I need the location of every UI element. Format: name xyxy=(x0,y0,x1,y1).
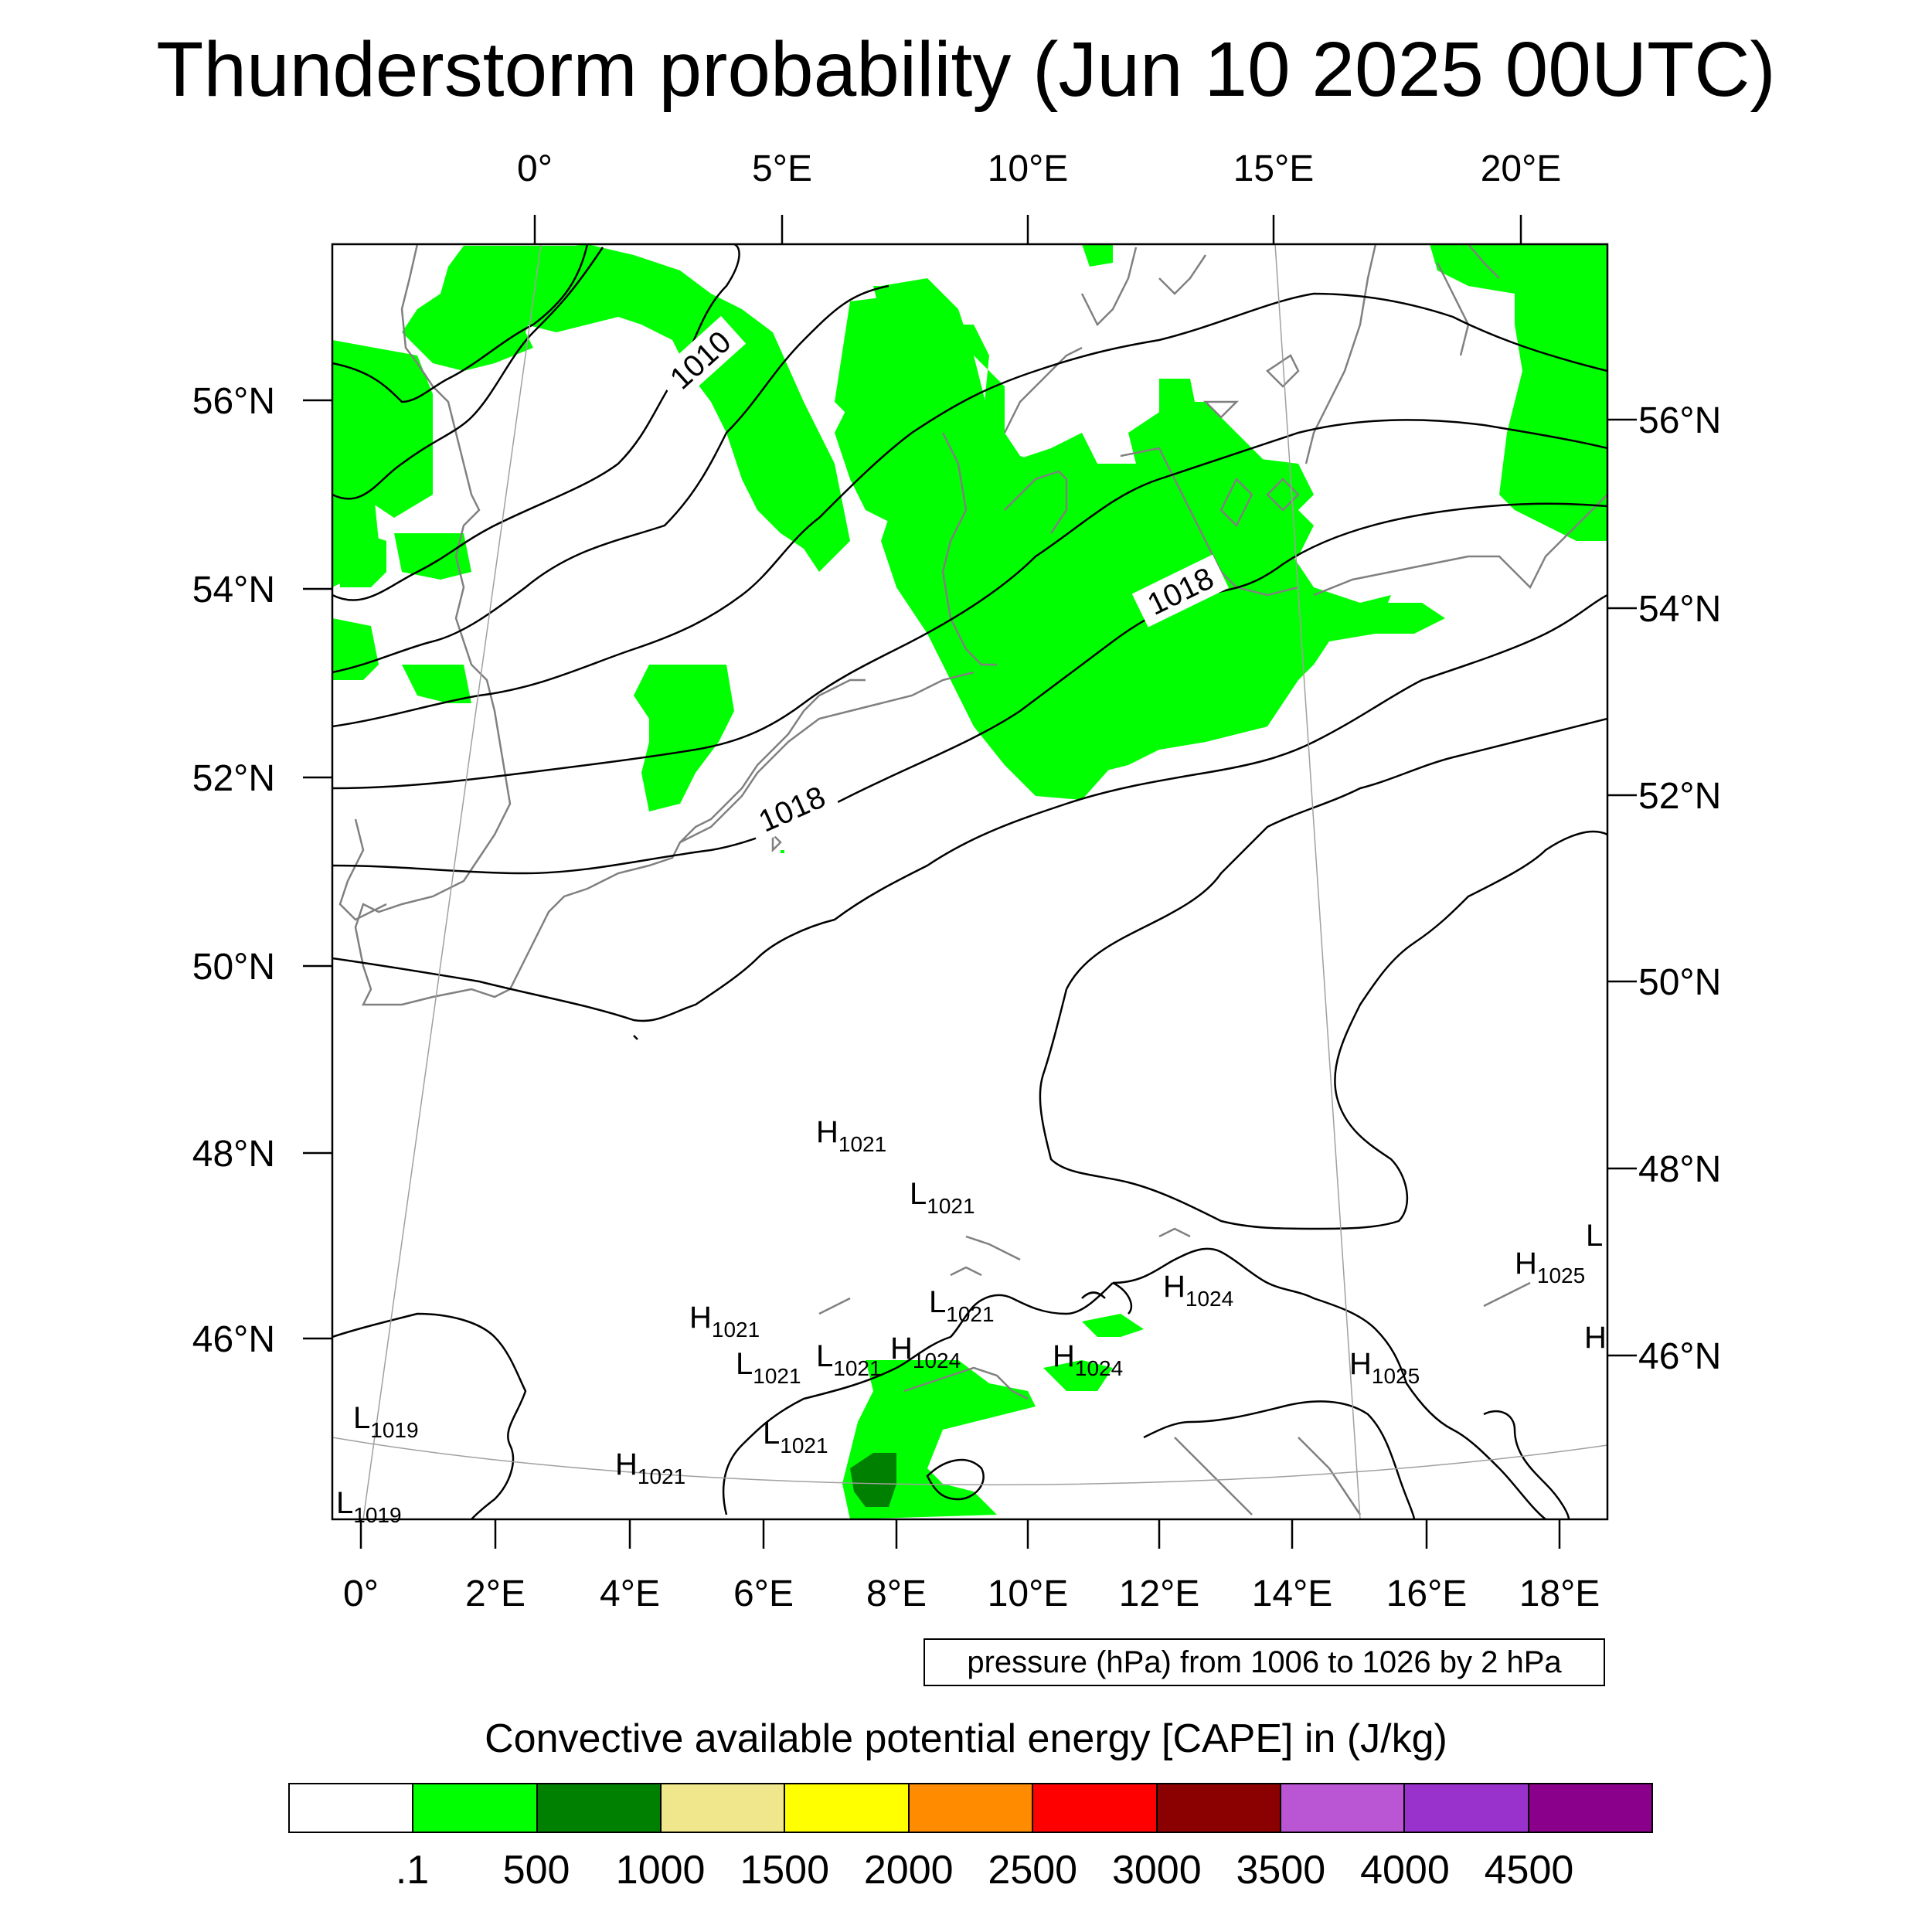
bottom-lon-labels: 0° 2°E 4°E 6°E 8°E 10°E 12°E 14°E 16°E 1… xyxy=(343,1573,1600,1614)
pressure-center: H1025 xyxy=(1515,1247,1585,1287)
colorbar-box xyxy=(1529,1784,1651,1832)
plot-frame xyxy=(331,243,1609,1521)
top-lon-label: 5°E xyxy=(752,148,812,189)
isobars xyxy=(332,244,1607,1519)
top-lon-label: 15°E xyxy=(1233,148,1315,189)
pressure-centers: H1021 L1021 H1021 L1021 L1021 H1024 L102… xyxy=(336,1115,1607,1527)
bottom-lon-label: 14°E xyxy=(1252,1573,1333,1614)
bottom-lon-label: 18°E xyxy=(1519,1573,1600,1614)
bottom-lon-label: 4°E xyxy=(600,1573,660,1614)
pressure-center: L1021 xyxy=(929,1285,995,1326)
colorbar-box xyxy=(1405,1784,1529,1832)
pressure-center: L1021 xyxy=(816,1339,882,1380)
pressure-center: H1024 xyxy=(1163,1270,1233,1311)
bottom-lon-label: 8°E xyxy=(866,1573,927,1614)
colorbar-box xyxy=(1281,1784,1406,1832)
bottom-lon-label: 6°E xyxy=(733,1573,794,1614)
colorbar-label: 1000 xyxy=(615,1848,706,1893)
top-lon-label: 0° xyxy=(517,148,553,189)
pressure-center: H1021 xyxy=(615,1447,685,1488)
pressure-center: L1021 xyxy=(910,1177,975,1218)
left-lat-label: 56°N xyxy=(192,381,275,422)
colorbar-box xyxy=(537,1784,662,1832)
bottom-lon-label: 10°E xyxy=(988,1573,1069,1614)
bottom-lon-label: 0° xyxy=(343,1573,379,1614)
top-lon-labels: 0° 5°E 10°E 15°E 20°E xyxy=(517,148,1561,189)
colorbar-box xyxy=(662,1784,786,1832)
colorbar-label: 2500 xyxy=(988,1848,1078,1893)
pressure-center: H1021 xyxy=(816,1115,886,1156)
colorbar-labels: .1 500 1000 1500 2000 2500 3000 3500 400… xyxy=(288,1843,1653,1897)
pressure-center: L xyxy=(1586,1219,1603,1253)
pressure-center: L1019 xyxy=(353,1401,419,1442)
colorbar-label: .1 xyxy=(395,1848,430,1893)
colorbar-title: Convective available potential energy [C… xyxy=(485,1716,1447,1761)
pressure-center: H xyxy=(1584,1321,1607,1355)
cape-fill-green xyxy=(332,244,1607,1519)
colorbar-label: 1500 xyxy=(740,1848,830,1893)
colorbar-box xyxy=(290,1784,414,1832)
colorbar-label: 4500 xyxy=(1484,1848,1574,1893)
right-lat-label: 46°N xyxy=(1638,1336,1721,1377)
colorbar-label: 2000 xyxy=(863,1848,954,1893)
pressure-center: H1024 xyxy=(1053,1339,1123,1380)
colorbar-label: 3500 xyxy=(1236,1848,1326,1893)
colorbar-label: 3000 xyxy=(1111,1848,1202,1893)
map-title: Thunderstorm probability (Jun 10 2025 00… xyxy=(156,26,1776,113)
colorbar-box xyxy=(785,1784,910,1832)
left-lat-label: 50°N xyxy=(192,947,275,988)
top-lon-label: 10°E xyxy=(988,148,1069,189)
right-lat-label: 48°N xyxy=(1638,1149,1721,1190)
pressure-center: H1025 xyxy=(1349,1347,1420,1388)
colorbar-box xyxy=(1157,1784,1281,1832)
pressure-center: L1021 xyxy=(736,1347,801,1388)
right-lat-label: 56°N xyxy=(1638,400,1721,441)
tick-marks xyxy=(303,215,1637,1549)
pressure-center: L1019 xyxy=(336,1486,402,1527)
top-lon-label: 20°E xyxy=(1481,148,1562,189)
left-lat-label: 48°N xyxy=(192,1134,275,1175)
right-lat-labels: 56°N 54°N 52°N 50°N 48°N 46°N xyxy=(1638,400,1721,1377)
colorbar-label: 500 xyxy=(502,1848,570,1893)
contour-info-box: pressure (hPa) from 1006 to 1026 by 2 hP… xyxy=(923,1638,1605,1686)
colorbar-box xyxy=(1033,1784,1158,1832)
right-lat-label: 52°N xyxy=(1638,776,1721,817)
map-content xyxy=(332,244,1607,1519)
left-lat-label: 54°N xyxy=(192,570,275,611)
colorbar-box xyxy=(413,1784,538,1832)
right-lat-label: 50°N xyxy=(1638,962,1721,1003)
cape-fill-darkgreen xyxy=(850,1453,896,1507)
left-lat-labels: 56°N 54°N 52°N 50°N 48°N 46°N xyxy=(192,381,275,1360)
colorbar-box xyxy=(909,1784,1034,1832)
graticule xyxy=(332,244,1607,1519)
colorbar xyxy=(288,1783,1653,1833)
pressure-center: H1024 xyxy=(890,1332,961,1372)
pressure-center: L1021 xyxy=(763,1417,828,1458)
colorbar-label: 4000 xyxy=(1360,1848,1450,1893)
left-lat-label: 46°N xyxy=(192,1319,275,1360)
left-lat-label: 52°N xyxy=(192,758,275,799)
bottom-lon-label: 16°E xyxy=(1386,1573,1468,1614)
bottom-lon-label: 12°E xyxy=(1119,1573,1200,1614)
right-lat-label: 54°N xyxy=(1638,589,1721,630)
pressure-center: H1021 xyxy=(689,1301,760,1342)
bottom-lon-label: 2°E xyxy=(465,1573,526,1614)
